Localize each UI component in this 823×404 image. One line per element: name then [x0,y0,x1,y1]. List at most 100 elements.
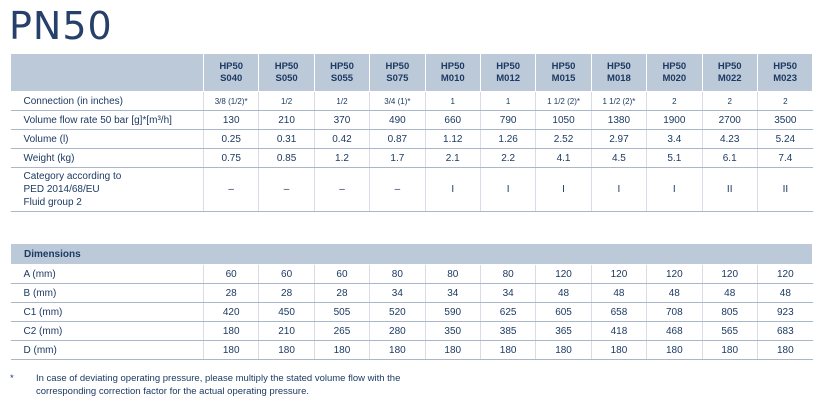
table-row: Category according to PED 2014/68/EU Fluid… [10,167,813,212]
cell-value: 4.23 [701,129,758,149]
cell-value: 1.26 [479,129,537,149]
cell-value: 450 [258,302,315,322]
cell-value: 60 [313,264,371,284]
cell-value: 605 [535,302,592,322]
cell-value: – [202,167,260,212]
cell-value: 180 [258,340,315,360]
cell-value: 2 [646,91,703,111]
cell-value: 80 [479,264,537,284]
model-header-m015: HP50 M015 [535,53,592,92]
cell-value: 80 [369,264,426,284]
row-label: Weight (kg) [10,148,204,168]
row-label: A (mm) [10,264,204,284]
cell-value: 365 [535,321,592,341]
cell-value: 2700 [701,110,758,130]
cell-value: I [590,167,648,212]
cell-value: 0.31 [258,129,315,149]
cell-value: 350 [424,321,481,341]
cell-value: 180 [701,340,758,360]
model-series: HP50 [607,60,631,72]
footnote-marker: * [10,373,14,384]
cell-value: 0.85 [258,148,315,168]
row-label: Volume flow rate 50 bar [g]*[m³/h] [10,110,204,130]
cell-value: 683 [756,321,813,341]
cell-value: 180 [479,340,537,360]
cell-value: 625 [479,302,537,322]
table-row: B (mm) 28 28 28 34 34 34 48 48 48 48 48 [10,283,813,303]
cell-value: 48 [756,283,813,303]
cell-value: 418 [590,321,648,341]
cell-value: 48 [646,283,703,303]
model-header-s050: HP50 S050 [258,53,315,92]
cell-value: 2.97 [590,129,648,149]
cell-value: 130 [202,110,260,130]
table-row: A (mm) 60 60 60 80 80 80 120 120 120 120 120 [10,264,813,284]
model-header-s040: HP50 S040 [202,53,260,92]
cell-value: 120 [756,264,813,284]
cell-value: 1380 [590,110,648,130]
cell-value: 180 [202,340,260,360]
cell-value: II [756,167,813,212]
cell-value: 805 [701,302,758,322]
cell-value: I [479,167,537,212]
table-row: Volume (l) 0.25 0.31 0.42 0.87 1.12 1.26 2.52 2.… [10,129,813,149]
cell-value: 1050 [535,110,592,130]
model-series: HP50 [551,60,576,72]
row-label: Connection (in inches) [10,91,204,111]
row-label-line: Fluid group 2 [23,197,82,208]
model-code: M012 [496,72,521,84]
cell-value: I [646,167,703,212]
cell-value: 505 [313,302,371,322]
cell-value: 28 [202,283,260,303]
cell-value: 0.87 [369,129,426,149]
cell-value: – [258,167,315,212]
model-code: M018 [607,72,631,84]
cell-value: – [369,167,426,212]
model-series: HP50 [219,60,244,72]
cell-value: 708 [646,302,703,322]
cell-value: 210 [258,110,315,130]
model-series: HP50 [496,60,521,72]
cell-value: 5.24 [756,129,813,149]
cell-value: 120 [590,264,648,284]
cell-value: 180 [535,340,592,360]
cell-value: 180 [756,340,813,360]
cell-value: 658 [590,302,648,322]
cell-value: 60 [258,264,315,284]
page-title: PN50 [9,4,113,48]
cell-value: 1.12 [424,129,481,149]
cell-value: 565 [701,321,758,341]
cell-value: 60 [202,264,260,284]
model-header-m023: HP50 M023 [756,53,814,92]
cell-value: 1900 [646,110,703,130]
cell-value: 180 [590,340,648,360]
model-header-m012: HP50 M012 [479,53,537,92]
model-series: HP50 [274,60,299,72]
cell-value: 120 [535,264,592,284]
cell-value: 48 [590,283,648,303]
cell-value: 0.42 [313,129,371,149]
cell-value: 28 [258,283,315,303]
cell-value: 3.4 [646,129,703,149]
cell-value: 2.1 [424,148,481,168]
cell-value: I [535,167,592,212]
row-label: B (mm) [10,283,204,303]
cell-value: 1.2 [313,148,371,168]
model-code: S075 [386,72,409,84]
cell-value: 1.7 [369,148,426,168]
cell-value: 1 [479,91,537,111]
model-header-m018: HP50 M018 [590,53,648,92]
cell-value: II [701,167,758,212]
cell-value: 2 [701,91,758,111]
cell-value: 34 [424,283,481,303]
cell-value: 34 [479,283,537,303]
model-code: M023 [773,72,797,84]
cell-value: 180 [424,340,481,360]
model-series: HP50 [662,60,687,72]
cell-value: 590 [424,302,481,322]
cell-value: 180 [646,340,703,360]
cell-value: 0.25 [202,129,260,149]
cell-value: 5.1 [646,148,703,168]
model-series: HP50 [717,60,742,72]
cell-value: 28 [313,283,371,303]
